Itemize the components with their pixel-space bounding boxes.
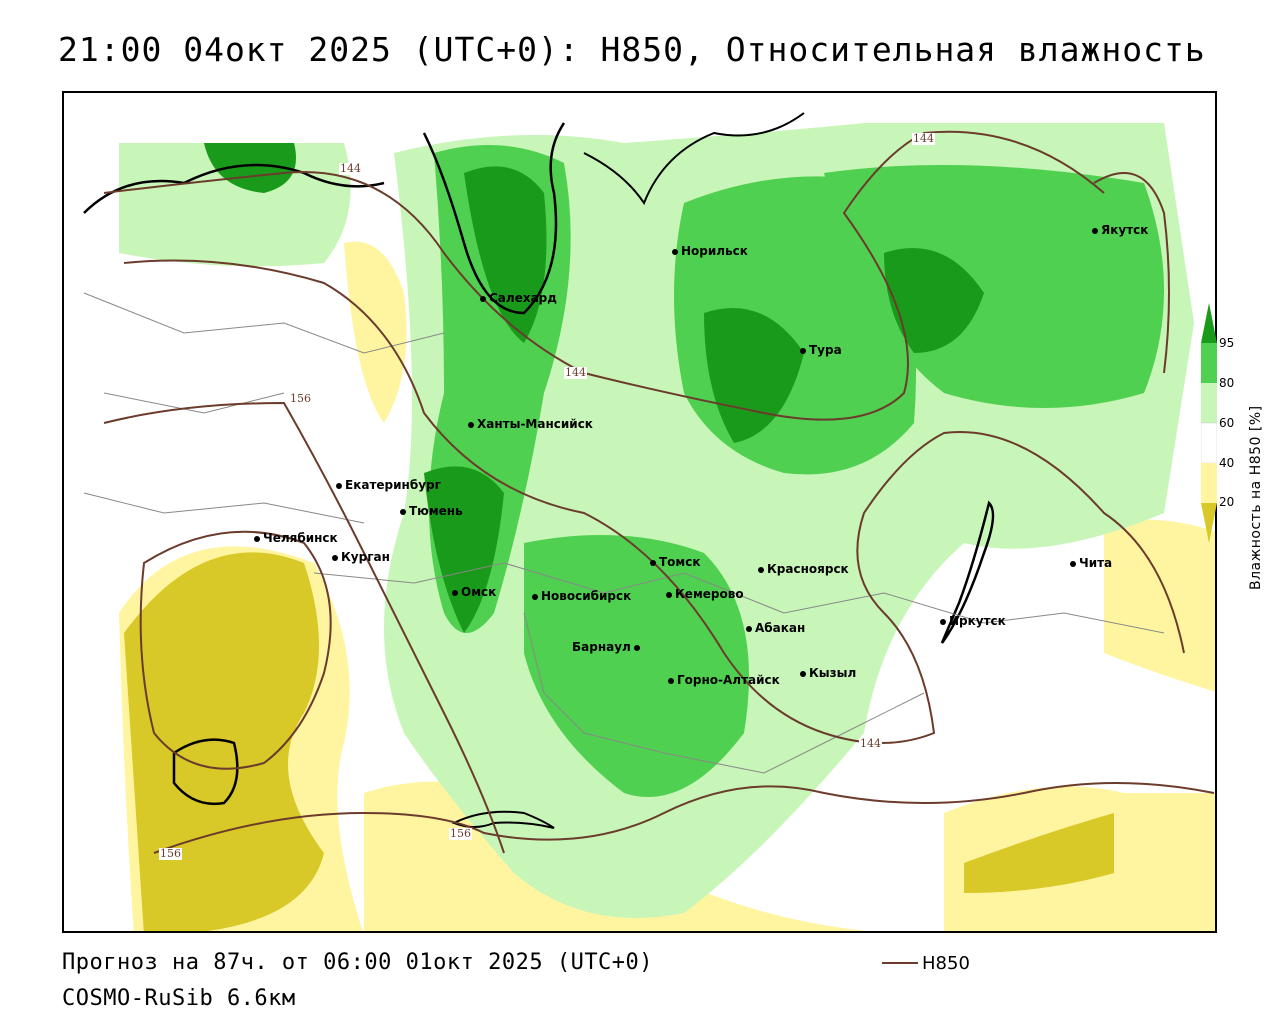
contour-144-far-east — [1093, 172, 1170, 374]
city-marker: Омск — [452, 585, 496, 599]
legend-line-label: H850 — [922, 953, 970, 974]
admin-borders — [83, 292, 1165, 774]
city-marker: Тюмень — [400, 504, 463, 518]
city-dot-icon — [452, 589, 458, 596]
city-marker: Ханты-Мансийск — [468, 417, 593, 431]
city-marker: Абакан — [746, 621, 805, 635]
coastline-yamal — [422, 122, 566, 315]
city-dot-icon — [400, 508, 406, 515]
city-marker: Тура — [800, 343, 842, 357]
contour-144-north — [103, 130, 1105, 421]
wet-zone-south — [524, 535, 749, 797]
city-marker: Норильск — [672, 244, 748, 258]
city-marker: Барнаул — [572, 640, 643, 654]
coastline-kara — [83, 163, 385, 214]
city-marker: Кызыл — [800, 666, 856, 680]
city-marker: Екатеринбург — [336, 478, 441, 492]
contour-label: 156 — [289, 392, 312, 405]
city-marker: Томск — [650, 555, 701, 569]
balkhash — [451, 810, 555, 829]
contour-label: 156 — [449, 827, 472, 840]
city-marker: Якутск — [1092, 223, 1148, 237]
city-dot-icon — [800, 670, 806, 677]
colorbar-tick: 20 — [1219, 495, 1235, 509]
city-dot-icon — [468, 421, 474, 428]
city-dot-icon — [650, 559, 656, 566]
city-dot-icon — [668, 677, 674, 684]
wet-zone-east — [824, 165, 1164, 408]
city-dot-icon — [672, 248, 678, 255]
dry-zone-north — [344, 241, 407, 423]
city-dot-icon — [336, 482, 342, 489]
dry-zone-east — [1104, 519, 1215, 692]
city-dot-icon — [800, 347, 806, 354]
colorbar-band-80-95 — [1201, 343, 1217, 383]
colorbar-tick: 95 — [1219, 336, 1235, 350]
very-wet-zone-ob — [464, 166, 547, 343]
city-marker: Красноярск — [758, 562, 849, 576]
city-marker: Новосибирск — [532, 589, 631, 603]
colorbar-top-arrow — [1201, 303, 1217, 343]
aral-sea — [172, 738, 239, 806]
city-dot-icon — [758, 566, 764, 573]
city-dot-icon — [633, 644, 640, 651]
city-marker: Салехард — [480, 291, 557, 305]
city-marker: Курган — [332, 550, 390, 564]
very-wet-zone-east — [884, 248, 984, 353]
city-marker: Чита — [1070, 556, 1112, 570]
colorbar-band-60-80 — [1201, 383, 1217, 423]
city-marker: Челябинск — [254, 531, 338, 545]
city-dot-icon — [1070, 560, 1076, 567]
city-dot-icon — [254, 535, 260, 542]
contour-label: 144 — [339, 162, 362, 175]
city-marker: Кемерово — [666, 587, 744, 601]
city-dot-icon — [532, 593, 538, 600]
city-dot-icon — [666, 591, 672, 598]
humidity-colorbar — [1201, 303, 1217, 543]
contour-156-west — [103, 401, 505, 854]
contour-label: 144 — [912, 132, 935, 145]
very-wet-zone-tyumen — [424, 466, 504, 633]
very-wet-zone-northwest — [204, 143, 296, 193]
colorbar-label: Влажность на H850 [%] — [1248, 405, 1264, 590]
colorbar-band-40-60 — [1201, 422, 1217, 464]
coastline-taimyr — [583, 112, 805, 206]
colorbar-tick: 40 — [1219, 456, 1235, 470]
contour-156-ring — [139, 530, 332, 770]
colorbar-tick: 80 — [1219, 376, 1235, 390]
contour-label: 144 — [564, 366, 587, 379]
contour-144-mid — [123, 259, 1185, 744]
very-wet-zone-central — [704, 308, 804, 443]
city-dot-icon — [940, 618, 946, 625]
very-dry-zone-southeast — [964, 813, 1114, 893]
legend-line-swatch — [882, 962, 918, 964]
city-marker: Горно-Алтайск — [668, 673, 780, 687]
map-area: 144 144 144 156 156 156 144 Салехард Нор… — [62, 91, 1217, 933]
map-canvas — [83, 112, 1215, 931]
colorbar-band-20-40 — [1201, 463, 1217, 503]
city-marker: Иркутск — [940, 614, 1006, 628]
map-title: 21:00 04окт 2025 (UTC+0): H850, Относите… — [58, 30, 1206, 69]
colorbar-bottom-arrow — [1201, 503, 1217, 543]
city-dot-icon — [332, 554, 338, 561]
model-name: COSMO-RuSib 6.6км — [62, 986, 296, 1011]
colorbar-tick: 60 — [1219, 416, 1235, 430]
moist-zone-northwest — [119, 143, 351, 267]
city-dot-icon — [746, 625, 752, 632]
city-dot-icon — [1092, 227, 1098, 234]
forecast-info: Прогноз на 87ч. от 06:00 01окт 2025 (UTC… — [62, 950, 654, 975]
city-dot-icon — [480, 295, 486, 302]
contour-label: 156 — [159, 847, 182, 860]
contour-label: 144 — [859, 737, 882, 750]
contour-156-south — [153, 782, 1215, 854]
